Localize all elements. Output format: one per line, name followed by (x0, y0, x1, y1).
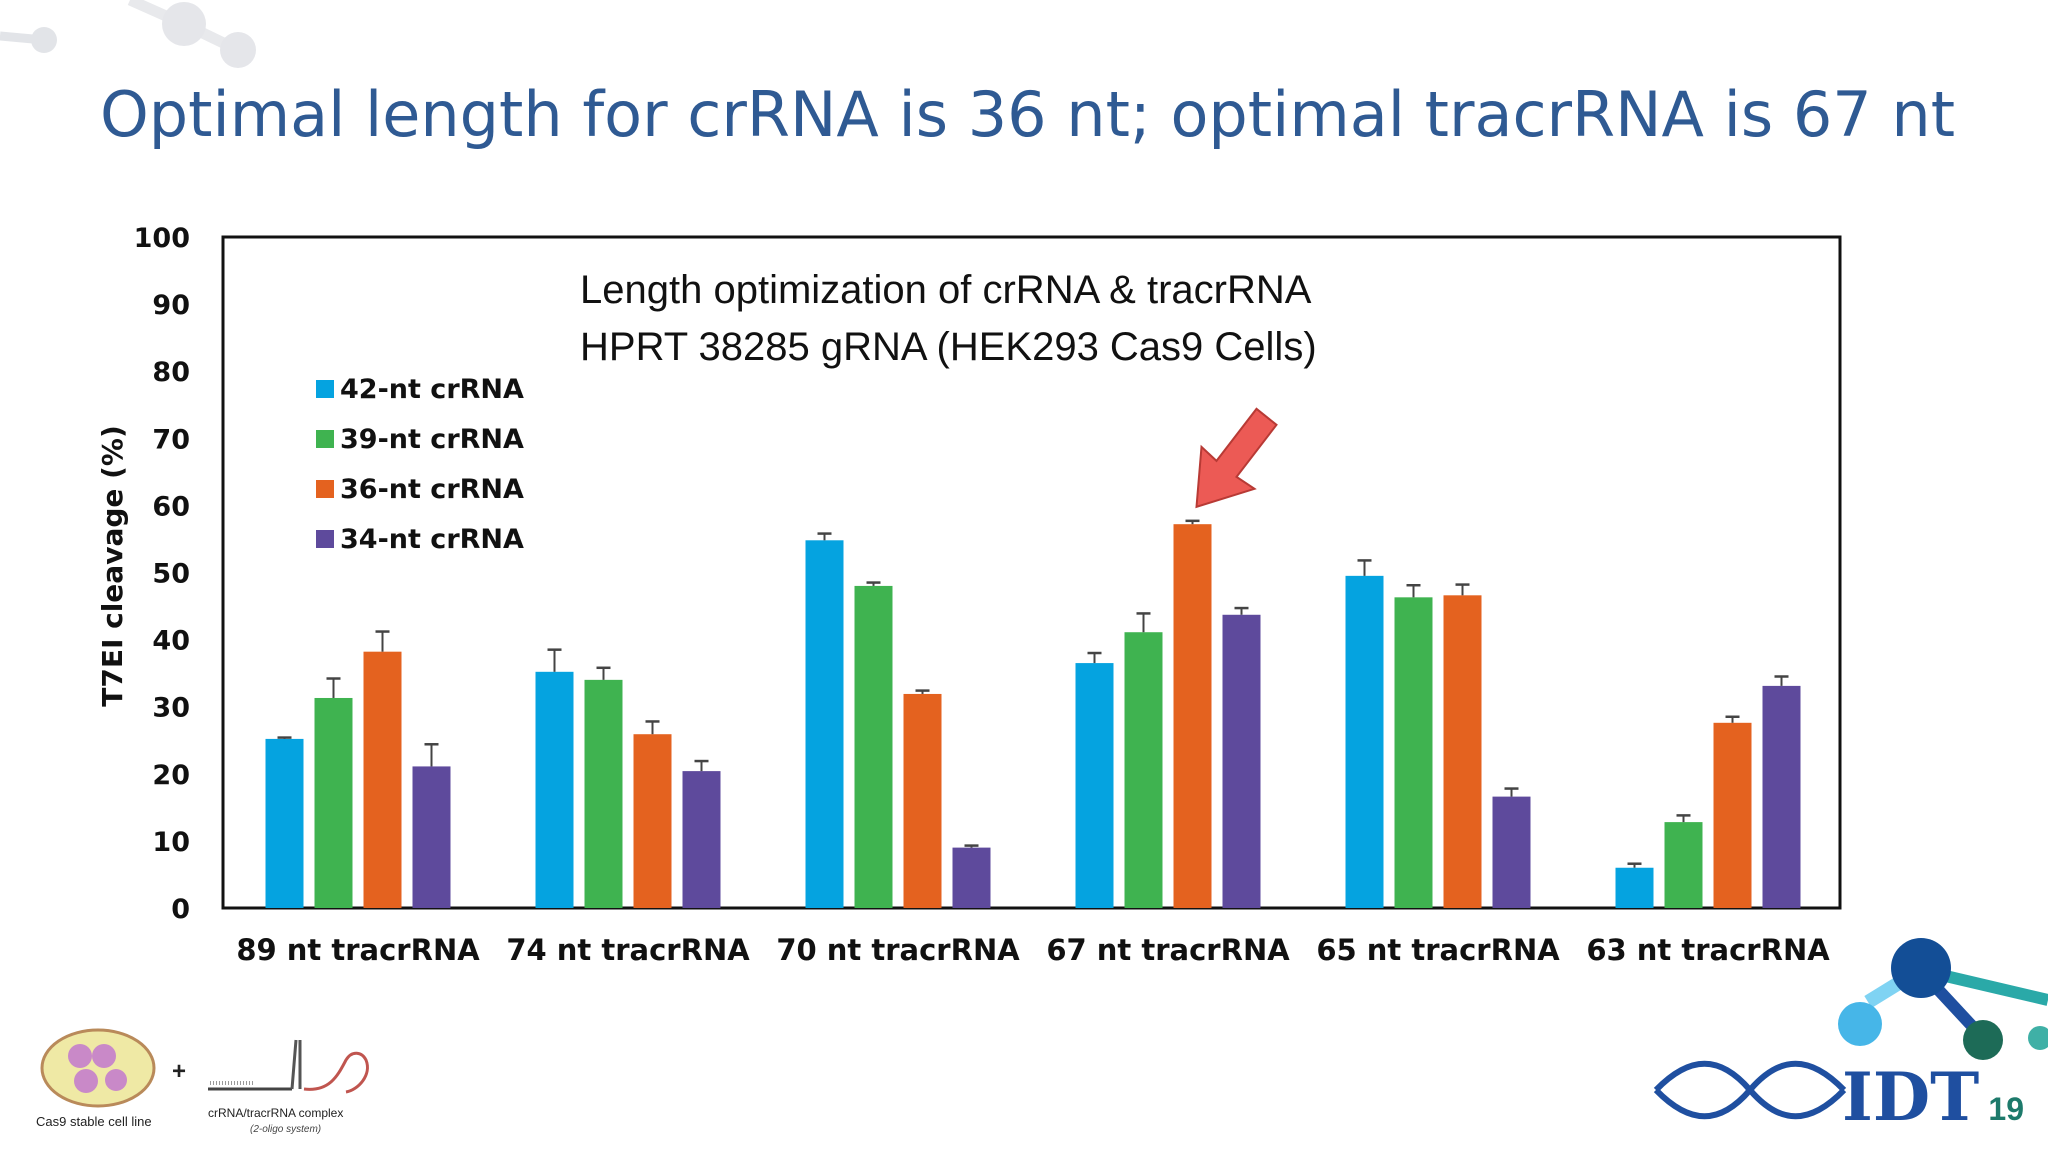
y-tick-label: 0 (171, 894, 190, 925)
bar-34-nt-crrna (1222, 614, 1261, 908)
bar-42-nt-crrna (1345, 575, 1384, 908)
plot-frame (221, 235, 1842, 910)
legend-swatch (316, 480, 334, 498)
bar-42-nt-crrna (805, 540, 844, 908)
complex-subcaption: (2-oligo system) (250, 1124, 322, 1135)
bar-34-nt-crrna (1762, 685, 1801, 908)
legend-label: 36-nt crRNA (340, 474, 524, 505)
x-tick-label: 70 nt tracrRNA (776, 933, 1020, 967)
legend-swatch (316, 530, 334, 548)
highlight-arrow (1195, 407, 1278, 509)
crrna-tracrrna-complex-icon (208, 1039, 369, 1094)
bar-34-nt-crrna (1492, 796, 1531, 908)
y-tick-label: 80 (152, 357, 190, 388)
x-tick-label: 65 nt tracrRNA (1316, 933, 1560, 967)
y-tick-label: 40 (152, 626, 190, 657)
cell-illustration (40, 1028, 156, 1108)
bar-39-nt-crrna (314, 697, 353, 908)
bar-39-nt-crrna (1394, 597, 1433, 908)
bar-36-nt-crrna (903, 693, 942, 908)
bar-39-nt-crrna (1124, 632, 1163, 908)
legend: 42-nt crRNA 39-nt crRNA 36-nt crRNA 34-nt c… (316, 374, 524, 555)
cell-line-caption: Cas9 stable cell line (36, 1114, 152, 1129)
bar-39-nt-crrna (584, 679, 623, 908)
idt-logo-text: IDT (1842, 1058, 1979, 1136)
arrow-shape (1195, 407, 1278, 509)
legend-label: 34-nt crRNA (340, 524, 524, 555)
bar-36-nt-crrna (1173, 524, 1212, 908)
bar-39-nt-crrna (854, 585, 893, 908)
y-tick-label: 30 (152, 693, 190, 724)
y-tick-label: 100 (134, 223, 190, 254)
y-axis-label: T7EI cleavage (%) (96, 425, 129, 707)
legend-label: 42-nt crRNA (340, 374, 524, 405)
bar-42-nt-crrna (535, 671, 574, 908)
molecule-decoration-top-left (0, 0, 256, 68)
chart-subtitle: HPRT 38285 gRNA (HEK293 Cas9 Cells) (580, 325, 1317, 369)
bar-36-nt-crrna (1713, 722, 1752, 908)
page-number: 19 (1988, 1091, 2024, 1127)
slide-title: Optimal length for crRNA is 36 nt; optim… (100, 78, 1956, 151)
y-tick-label: 90 (152, 290, 190, 321)
y-tick-label: 10 (152, 827, 190, 858)
complex-caption: crRNA/tracrRNA complex (208, 1106, 344, 1120)
bar-36-nt-crrna (363, 651, 402, 908)
y-ticks: 0 10 20 30 40 50 60 70 80 90 100 (134, 223, 190, 925)
chart-title: Length optimization of crRNA & tracrRNA (580, 268, 1312, 312)
legend-swatch (316, 430, 334, 448)
y-tick-label: 50 (152, 559, 190, 590)
bar-34-nt-crrna (952, 847, 991, 908)
bar-42-nt-crrna (1615, 867, 1654, 908)
legend-swatch (316, 380, 334, 398)
x-tick-label: 89 nt tracrRNA (236, 933, 480, 967)
bar-39-nt-crrna (1664, 822, 1703, 908)
x-tick-label: 67 nt tracrRNA (1046, 933, 1290, 967)
bar-36-nt-crrna (633, 734, 672, 908)
legend-label: 39-nt crRNA (340, 424, 524, 455)
bar-34-nt-crrna (682, 771, 721, 908)
bar-42-nt-crrna (265, 738, 304, 908)
y-tick-label: 20 (152, 760, 190, 791)
plus-sign: + (172, 1058, 187, 1085)
bars (265, 519, 1801, 908)
y-tick-label: 70 (152, 424, 190, 455)
bar-42-nt-crrna (1075, 663, 1114, 908)
idt-logo: IDT (1653, 938, 2048, 1136)
bar-36-nt-crrna (1443, 595, 1482, 908)
y-tick-label: 60 (152, 491, 190, 522)
bar-34-nt-crrna (412, 766, 451, 908)
x-tick-label: 74 nt tracrRNA (506, 933, 750, 967)
x-ticks: 89 nt tracrRNA 74 nt tracrRNA 70 nt tracrR… (236, 933, 1830, 967)
x-tick-label: 63 nt tracrRNA (1586, 933, 1830, 967)
